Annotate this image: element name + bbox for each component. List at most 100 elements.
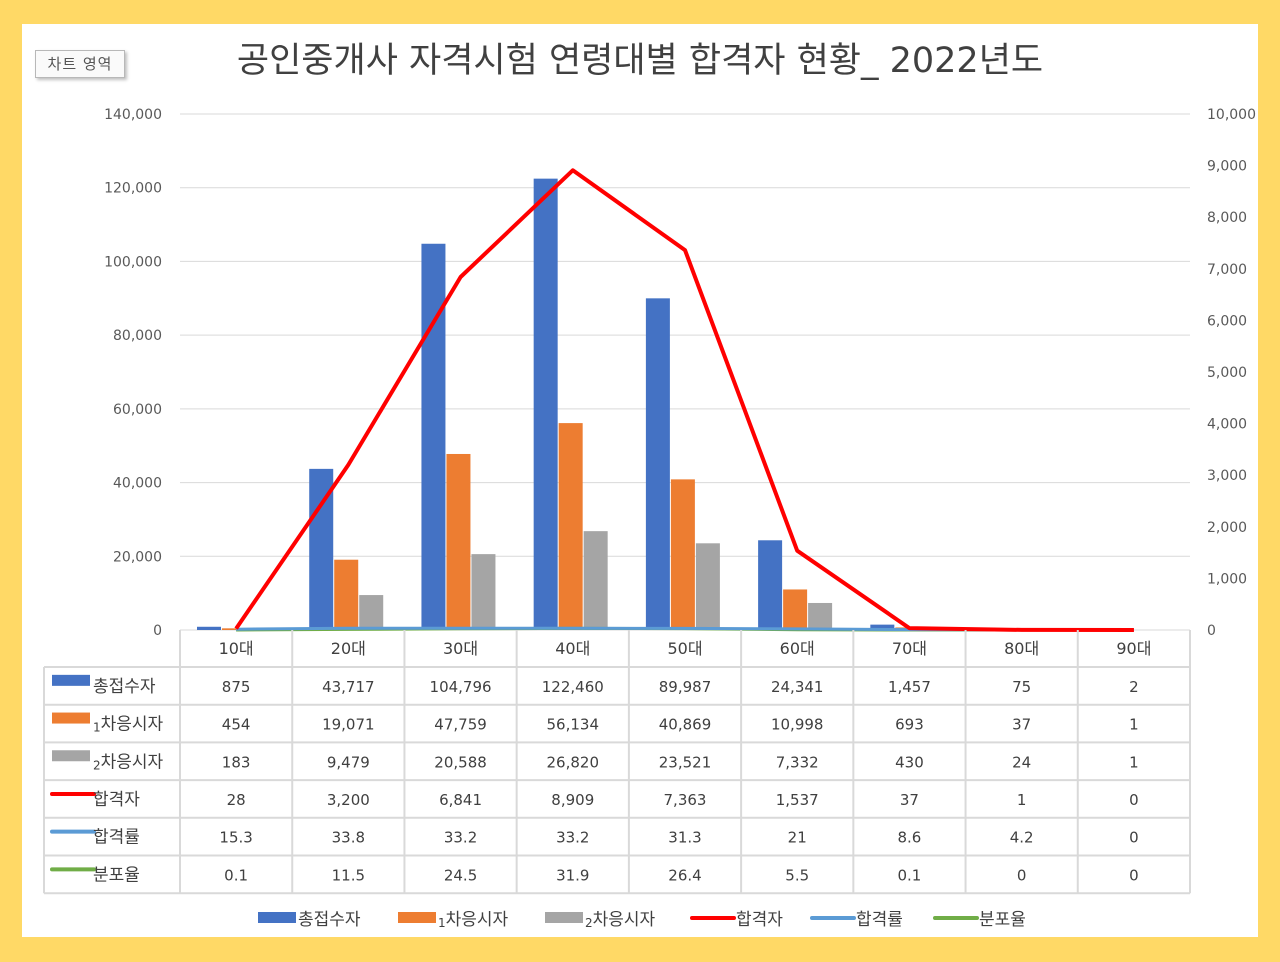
table-cell: 6,841 [439, 791, 482, 809]
bottom-strip [0, 952, 1280, 962]
bar-총접수자 [758, 540, 783, 630]
bar-1차응시자 [783, 589, 808, 630]
y-right-tick-label: 7,000 [1207, 262, 1247, 278]
y-right-tick-label: 3,000 [1207, 468, 1247, 484]
legend-key-총접수자 [258, 912, 296, 923]
table-cell: 31.3 [668, 829, 701, 847]
legend-key-2차응시자 [545, 912, 583, 923]
table-cell: 2 [1129, 678, 1139, 696]
table-cell: 0 [1129, 829, 1139, 847]
table-cell: 9,479 [327, 753, 370, 771]
table-cell: 21 [788, 829, 807, 847]
table-cell: 8.6 [898, 829, 922, 847]
table-cell: 3,200 [327, 791, 370, 809]
table-cell: 430 [895, 753, 924, 771]
category-label: 50대 [667, 639, 702, 658]
y-right-tick-label: 0 [1207, 623, 1216, 639]
table-cell: 4.2 [1010, 829, 1034, 847]
table-cell: 43,717 [322, 678, 375, 696]
legend-label: 합격자 [736, 910, 783, 930]
legend-label: 분포율 [979, 910, 1026, 930]
category-label: 20대 [331, 639, 366, 658]
table-cell: 0 [1129, 866, 1139, 884]
bar-2차응시자 [359, 595, 384, 630]
category-label: 80대 [1004, 639, 1039, 658]
table-cell: 23,521 [659, 753, 712, 771]
bar-총접수자 [870, 624, 895, 630]
bar-1차응시자 [446, 453, 471, 630]
category-label: 60대 [780, 639, 815, 658]
table-cell: 28 [227, 791, 246, 809]
y-right-tick-label: 10,000 [1207, 107, 1256, 123]
table-cell: 0.1 [898, 866, 922, 884]
bar-1차응시자 [334, 559, 359, 630]
table-cell: 26,820 [547, 753, 600, 771]
bar-2차응시자 [808, 602, 833, 630]
legend-key-1차응시자 [398, 912, 436, 923]
y-left-tick-label: 20,000 [113, 549, 162, 565]
table-cell: 7,363 [664, 791, 707, 809]
y-right-tick-label: 9,000 [1207, 159, 1247, 175]
chart-panel [22, 24, 1258, 937]
table-cell: 24,341 [771, 678, 824, 696]
bar-1차응시자 [558, 423, 583, 630]
table-cell: 47,759 [434, 716, 487, 734]
row-key-2차응시자 [52, 750, 90, 762]
table-cell: 122,460 [542, 678, 604, 696]
category-label: 30대 [443, 639, 478, 658]
table-cell: 24.5 [444, 866, 477, 884]
table-cell: 875 [222, 678, 251, 696]
row-label: 합격률 [93, 828, 140, 848]
y-right-tick-label: 8,000 [1207, 210, 1247, 226]
table-cell: 33.2 [444, 829, 477, 847]
row-label: 합격자 [93, 790, 140, 810]
bar-총접수자 [645, 298, 670, 630]
row-label: 분포율 [93, 865, 140, 885]
table-cell: 454 [222, 716, 251, 734]
bar-총접수자 [421, 243, 446, 630]
table-cell: 1 [1017, 791, 1027, 809]
table-cell: 89,987 [659, 678, 712, 696]
bar-총접수자 [533, 178, 558, 630]
table-cell: 1,457 [888, 678, 931, 696]
y-left-tick-label: 0 [153, 623, 162, 639]
chart-title: 공인중개사 자격시험 연령대별 합격자 현황_ 2022년도 [236, 41, 1044, 81]
table-cell: 183 [222, 753, 251, 771]
legend-label: 1차응시자 [438, 910, 509, 930]
table-cell: 26.4 [668, 866, 701, 884]
table-cell: 24 [1012, 753, 1031, 771]
row-key-총접수자 [52, 674, 90, 686]
y-right-tick-label: 1,000 [1207, 571, 1247, 587]
table-cell: 1 [1129, 716, 1139, 734]
table-cell: 0.1 [224, 866, 248, 884]
bar-1차응시자 [670, 479, 695, 630]
table-cell: 37 [900, 791, 919, 809]
table-cell: 11.5 [332, 866, 365, 884]
legend-label: 2차응시자 [585, 910, 656, 930]
y-left-tick-label: 40,000 [113, 476, 162, 492]
y-right-tick-label: 6,000 [1207, 313, 1247, 329]
table-cell: 19,071 [322, 716, 375, 734]
bar-총접수자 [197, 626, 221, 630]
table-cell: 5.5 [785, 866, 809, 884]
y-right-tick-label: 2,000 [1207, 520, 1247, 536]
table-cell: 1,537 [776, 791, 819, 809]
chart-area-label: 차트 영역 [35, 50, 125, 78]
table-cell: 15.3 [219, 829, 252, 847]
category-label: 90대 [1116, 639, 1151, 658]
table-cell: 10,998 [771, 716, 824, 734]
table-cell: 104,796 [430, 678, 492, 696]
y-left-tick-label: 120,000 [104, 181, 162, 197]
table-cell: 0 [1017, 866, 1027, 884]
table-cell: 56,134 [547, 716, 600, 734]
legend-label: 총접수자 [298, 910, 361, 930]
table-cell: 33.8 [332, 829, 365, 847]
y-left-tick-label: 80,000 [113, 328, 162, 344]
y-right-tick-label: 5,000 [1207, 365, 1247, 381]
table-cell: 8,909 [551, 791, 594, 809]
category-label: 40대 [555, 639, 590, 658]
table-cell: 31.9 [556, 866, 589, 884]
row-label: 2차응시자 [93, 752, 164, 772]
bar-2차응시자 [695, 543, 720, 630]
y-right-tick-label: 4,000 [1207, 417, 1247, 433]
